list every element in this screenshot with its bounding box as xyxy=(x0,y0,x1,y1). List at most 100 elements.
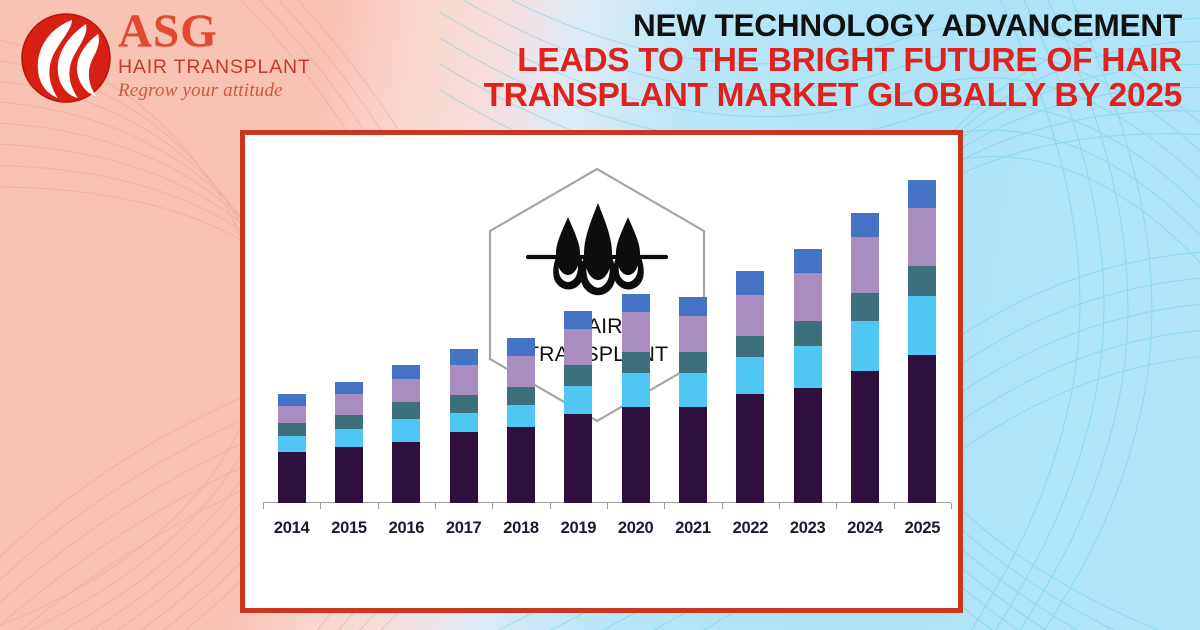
bar-segment-2015-s4 xyxy=(335,394,363,415)
bar-segment-2023-s2 xyxy=(793,346,822,388)
bar-segment-2020-s5 xyxy=(621,293,650,313)
bar-segment-2014-s1 xyxy=(277,452,306,503)
bar-2023 xyxy=(793,249,822,503)
x-tick-2014 xyxy=(263,503,264,509)
bar-segment-2015-s2 xyxy=(335,429,363,448)
x-axis-label-2022: 2022 xyxy=(732,519,769,537)
bar-2019 xyxy=(564,311,593,503)
bar-2021 xyxy=(679,297,707,503)
brand-logo[interactable]: ASG HAIR TRANSPLANT Regrow your attitude xyxy=(18,6,318,106)
bar-segment-2024-s3 xyxy=(851,292,879,322)
bar-segment-2018-s2 xyxy=(507,405,535,427)
bar-segment-2015-s1 xyxy=(335,447,363,503)
bar-segment-2025-s2 xyxy=(908,296,937,356)
bar-2017 xyxy=(449,348,478,503)
bar-segment-2022-s1 xyxy=(736,393,765,503)
bar-segment-2018-s3 xyxy=(507,387,535,406)
x-axis-line xyxy=(263,502,951,503)
headline-line-2: LEADS TO THE BRIGHT FUTURE OF HAIR xyxy=(517,42,1182,79)
bar-segment-2025-s5 xyxy=(908,179,937,209)
x-axis-label-2018: 2018 xyxy=(503,519,539,537)
bar-segment-2022-s5 xyxy=(736,271,765,295)
bar-segment-2021-s5 xyxy=(679,297,707,317)
bar-segment-2016-s4 xyxy=(392,378,421,403)
x-tick-2016 xyxy=(377,503,379,509)
bar-segment-2021-s4 xyxy=(679,316,707,352)
bar-segment-2024-s4 xyxy=(851,237,879,293)
bar-2020 xyxy=(621,293,650,503)
bar-segment-2021-s1 xyxy=(679,407,707,503)
x-axis-label-2020: 2020 xyxy=(617,519,654,537)
bar-segment-2020-s2 xyxy=(621,373,650,408)
bar-2016 xyxy=(392,365,421,503)
x-axis-label-2014: 2014 xyxy=(273,519,310,537)
bar-segment-2017-s3 xyxy=(449,395,478,413)
bar-segment-2014-s2 xyxy=(277,436,306,453)
x-tick-2024 xyxy=(836,503,838,509)
bar-segment-2025-s4 xyxy=(908,208,937,267)
x-axis-label-2016: 2016 xyxy=(388,519,425,537)
bar-segment-2021-s2 xyxy=(679,373,707,408)
bar-segment-2019-s4 xyxy=(564,329,593,365)
x-axis-label-2017: 2017 xyxy=(445,519,482,537)
x-axis-label-2021: 2021 xyxy=(675,519,711,537)
bar-segment-2017-s4 xyxy=(449,364,478,396)
bar-segment-2015-s3 xyxy=(335,415,363,430)
headline-line-1: NEW TECHNOLOGY ADVANCEMENT xyxy=(633,7,1182,43)
x-tick-2021 xyxy=(664,503,666,509)
brand-name: ASG xyxy=(118,5,218,57)
bar-segment-2022-s3 xyxy=(736,335,765,358)
bar-2018 xyxy=(507,337,535,503)
brand-subtitle: HAIR TRANSPLANT xyxy=(118,56,311,78)
bar-segment-2025-s3 xyxy=(908,266,937,297)
bar-segment-2024-s2 xyxy=(851,321,879,372)
bar-segment-2023-s3 xyxy=(793,320,822,347)
x-axis-label-2024: 2024 xyxy=(847,519,883,537)
x-tick-2019 xyxy=(549,503,551,509)
bar-segment-2019-s1 xyxy=(564,413,593,503)
x-tick-2023 xyxy=(779,503,780,509)
headline: NEW TECHNOLOGY ADVANCEMENT LEADS TO THE … xyxy=(412,7,1183,114)
bar-segment-2014-s5 xyxy=(277,393,306,406)
bar-segment-2019-s3 xyxy=(564,364,593,387)
bar-segment-2017-s1 xyxy=(449,431,478,503)
bar-segment-2020-s3 xyxy=(621,351,650,374)
x-tick-2018 xyxy=(492,503,494,509)
bar-segment-2014-s3 xyxy=(277,422,306,437)
bar-segment-2024-s5 xyxy=(851,213,879,238)
headline-line-3: TRANSPLANT MARKET GLOBALLY BY 2025 xyxy=(483,77,1183,114)
bar-segment-2016-s5 xyxy=(392,365,421,379)
chart-canvas: HAIR TRANSPLANT 2014 2015 2016 2017 2018 2019… xyxy=(245,135,958,608)
brand-wordmark: ASG HAIR TRANSPLANT Regrow your attitude xyxy=(118,6,318,102)
bar-segment-2018-s1 xyxy=(507,426,535,503)
bar-segment-2014-s4 xyxy=(277,405,306,423)
bar-segment-2018-s4 xyxy=(507,355,535,388)
bar-segment-2022-s4 xyxy=(736,294,765,336)
bar-segment-2017-s2 xyxy=(449,412,478,432)
bar-segment-2017-s5 xyxy=(449,348,478,365)
bar-2022 xyxy=(736,271,765,503)
bar-segment-2023-s5 xyxy=(793,249,822,274)
x-tick-2020 xyxy=(607,503,608,509)
bar-segment-2023-s1 xyxy=(793,387,822,503)
stacked-bar-chart: 2014 2015 2016 2017 2018 2019 2020 2021 2022 2023… xyxy=(263,160,953,575)
x-axis-label-2025: 2025 xyxy=(904,519,941,537)
x-axis-label-2015: 2015 xyxy=(331,519,367,537)
bar-segment-2015-s5 xyxy=(335,381,363,395)
chart-frame: HAIR TRANSPLANT 2014 2015 2016 2017 2018 2019… xyxy=(240,130,963,613)
bar-2025 xyxy=(908,179,937,503)
x-axis-label-2019: 2019 xyxy=(560,519,597,537)
x-tick-2015 xyxy=(320,503,322,509)
bar-segment-2023-s4 xyxy=(793,273,822,321)
bar-segment-2019-s5 xyxy=(564,311,593,330)
brand-tagline: Regrow your attitude xyxy=(118,80,283,101)
bar-2024 xyxy=(851,213,879,503)
bar-segment-2024-s1 xyxy=(851,371,879,503)
bar-segment-2020-s1 xyxy=(621,407,650,503)
bar-segment-2016-s3 xyxy=(392,402,421,420)
x-tick-end xyxy=(951,503,952,509)
bar-segment-2020-s4 xyxy=(621,312,650,352)
x-axis-labels: 2014 2015 2016 2017 2018 2019 2020 2021 2022 2023… xyxy=(263,519,951,543)
bar-segment-2019-s2 xyxy=(564,386,593,414)
